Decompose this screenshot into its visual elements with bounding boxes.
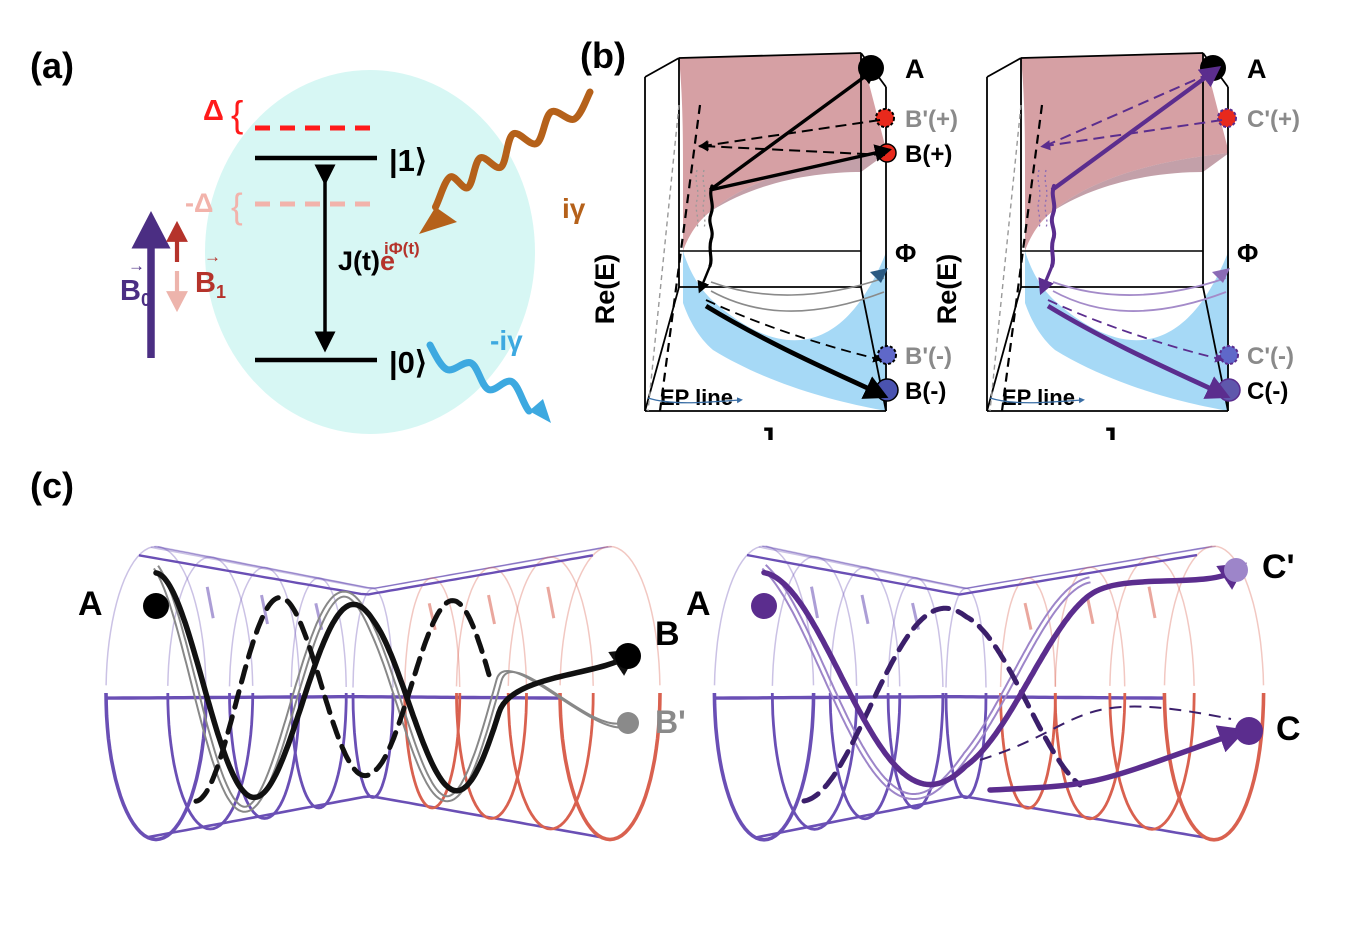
svg-text:C'(+): C'(+) [1247,106,1300,133]
svg-text:iΦ(t): iΦ(t) [384,239,420,258]
svg-text:{: { [231,187,243,226]
svg-text:B(-): B(-) [905,378,946,405]
svg-text:-Δ: -Δ [185,188,213,218]
svg-text:A: A [905,54,925,84]
svg-text:C'(-): C'(-) [1247,343,1294,370]
svg-text:C(-): C(-) [1247,378,1288,405]
svg-text:|1⟩: |1⟩ [389,143,427,178]
svg-text:J: J [1100,422,1117,440]
svg-text:|0⟩: |0⟩ [389,345,427,380]
svg-text:{: { [231,94,243,135]
svg-text:A: A [1247,54,1267,84]
svg-text:A: A [78,585,103,623]
svg-text:Re(E): Re(E) [590,254,620,325]
svg-text:→: → [128,256,145,275]
svg-text:C: C [1276,710,1301,748]
svg-text:EP line: EP line [1002,385,1075,410]
svg-text:B0: B0 [120,275,151,310]
svg-text:Φ: Φ [1237,238,1258,268]
svg-text:B: B [655,615,680,653]
svg-text:A: A [686,585,711,623]
svg-text:B'(-): B'(-) [905,343,952,370]
svg-text:C': C' [1262,548,1295,586]
svg-text:Re(E): Re(E) [932,254,962,325]
svg-text:B'(+): B'(+) [905,106,958,133]
svg-text:B(+): B(+) [905,141,952,168]
svg-text:EP line: EP line [660,385,733,410]
svg-text:→: → [204,247,221,266]
svg-text:Φ: Φ [895,238,916,268]
svg-text:Δ: Δ [203,95,224,127]
svg-text:J: J [758,422,775,440]
svg-text:-iγ: -iγ [490,325,523,356]
svg-text:B': B' [655,704,686,740]
